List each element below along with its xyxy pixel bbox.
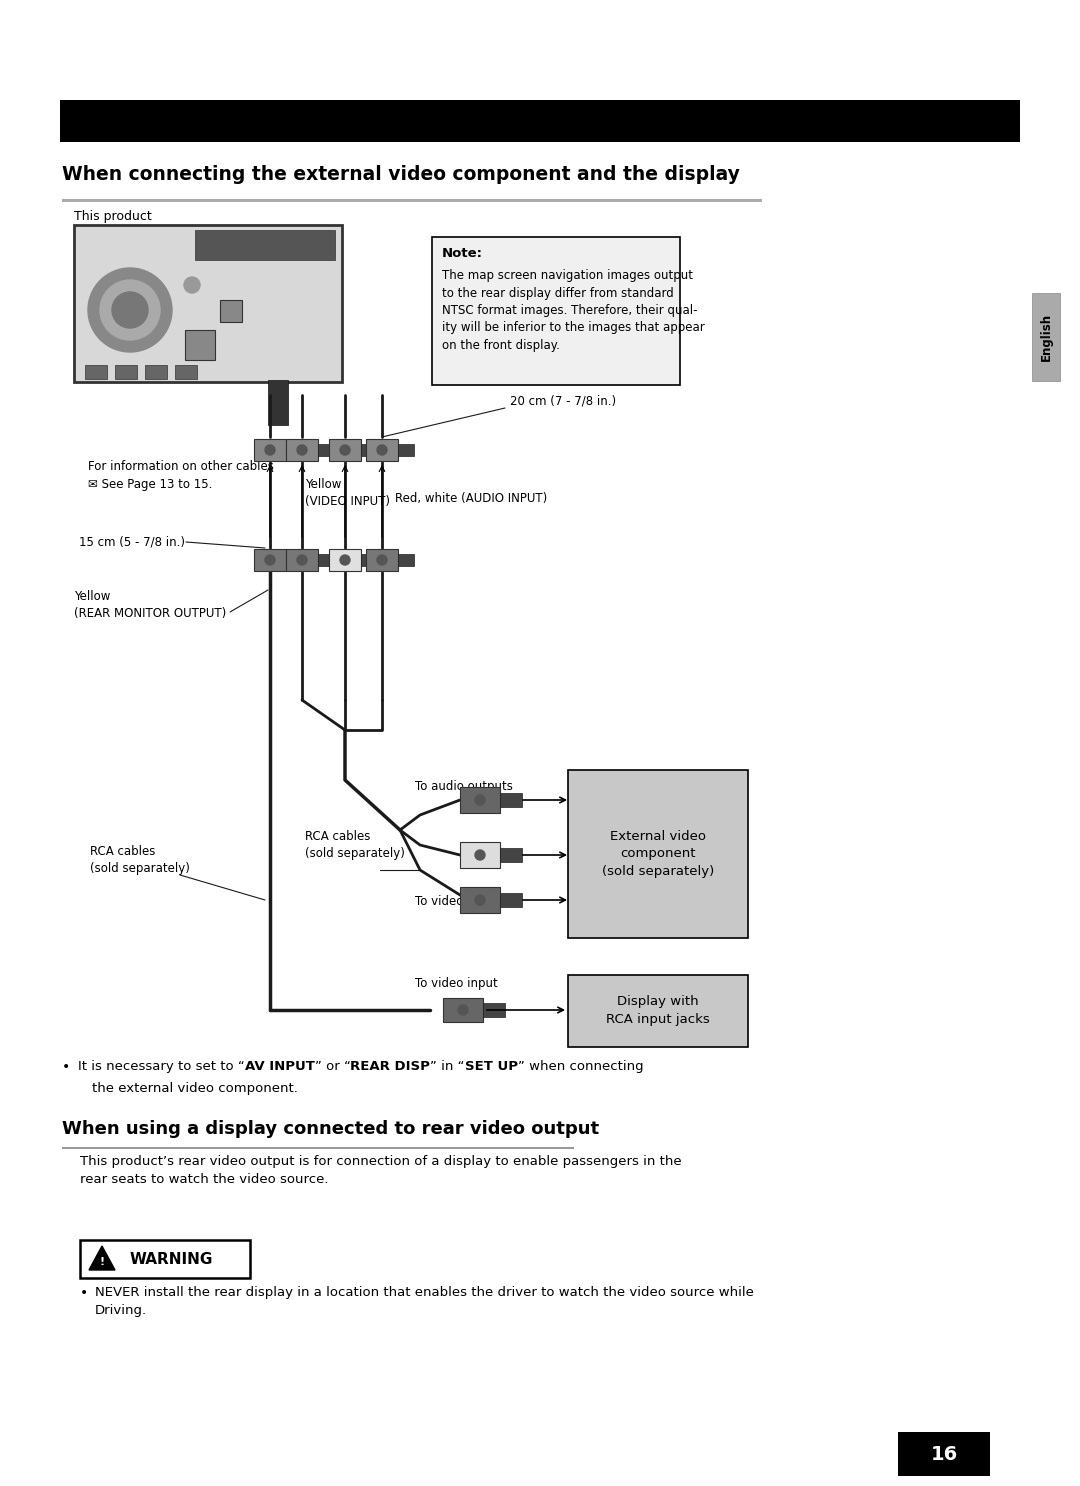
Bar: [62, 1147, 573, 1149]
Text: Yellow
(VIDEO INPUT): Yellow (VIDEO INPUT): [305, 478, 390, 508]
Text: This product’s rear video output is for connection of a display to enable passen: This product’s rear video output is for …: [80, 1155, 681, 1186]
Text: the external video component.: the external video component.: [92, 1082, 298, 1095]
Bar: [399, 444, 414, 456]
Circle shape: [265, 554, 275, 565]
Bar: [500, 794, 522, 807]
Circle shape: [297, 444, 307, 455]
Bar: [85, 366, 107, 379]
Text: RCA cables
(sold separately): RCA cables (sold separately): [305, 831, 405, 860]
Bar: [483, 1003, 505, 1016]
Bar: [443, 999, 483, 1022]
Circle shape: [475, 895, 485, 905]
Bar: [361, 554, 377, 566]
Circle shape: [265, 444, 275, 455]
Bar: [286, 548, 318, 571]
Bar: [220, 300, 242, 322]
Text: For information on other cables: For information on other cables: [87, 461, 274, 473]
Bar: [366, 548, 399, 571]
Text: SET UP: SET UP: [464, 1060, 518, 1073]
Text: It is necessary to set to “: It is necessary to set to “: [78, 1060, 245, 1073]
Text: ” or “: ” or “: [314, 1060, 351, 1073]
Text: RCA cables
(sold separately): RCA cables (sold separately): [90, 846, 190, 875]
Polygon shape: [89, 1245, 114, 1271]
Bar: [500, 893, 522, 906]
Bar: [361, 444, 377, 456]
Bar: [286, 554, 302, 566]
Bar: [286, 438, 318, 461]
Bar: [329, 548, 361, 571]
Bar: [500, 849, 522, 862]
Text: ” when connecting: ” when connecting: [518, 1060, 644, 1073]
Circle shape: [100, 279, 160, 340]
Text: Display with
RCA input jacks: Display with RCA input jacks: [606, 996, 710, 1027]
Bar: [286, 444, 302, 456]
Bar: [195, 230, 335, 260]
Bar: [460, 887, 500, 912]
Circle shape: [377, 554, 387, 565]
Bar: [399, 554, 414, 566]
Circle shape: [475, 795, 485, 805]
Circle shape: [377, 444, 387, 455]
Bar: [75, 224, 342, 382]
Bar: [80, 1239, 249, 1278]
Circle shape: [340, 554, 350, 565]
Text: To video output: To video output: [415, 895, 507, 908]
Bar: [366, 438, 399, 461]
Bar: [60, 100, 1020, 143]
Bar: [1032, 293, 1059, 380]
Bar: [268, 380, 288, 425]
Text: ” in “: ” in “: [430, 1060, 464, 1073]
Text: The map screen navigation images output
to the rear display differ from standard: The map screen navigation images output …: [442, 269, 705, 352]
Text: Yellow
(REAR MONITOR OUTPUT): Yellow (REAR MONITOR OUTPUT): [75, 590, 226, 620]
Bar: [114, 366, 137, 379]
Bar: [329, 438, 361, 461]
Text: !: !: [99, 1257, 105, 1268]
Bar: [254, 548, 286, 571]
Bar: [897, 1433, 990, 1476]
Bar: [318, 554, 334, 566]
Text: •: •: [80, 1285, 89, 1300]
Text: 15 cm (5 - 7/8 in.): 15 cm (5 - 7/8 in.): [79, 535, 185, 548]
Bar: [318, 444, 334, 456]
Text: When using a display connected to rear video output: When using a display connected to rear v…: [62, 1120, 599, 1138]
Text: External video
component
(sold separately): External video component (sold separatel…: [602, 829, 714, 878]
Bar: [460, 843, 500, 868]
Bar: [568, 770, 748, 938]
Text: ✉ See Page 13 to 15.: ✉ See Page 13 to 15.: [87, 478, 213, 490]
Text: NEVER install the rear display in a location that enables the driver to watch th: NEVER install the rear display in a loca…: [95, 1285, 754, 1317]
Circle shape: [475, 850, 485, 860]
Text: To audio outputs: To audio outputs: [415, 780, 513, 794]
Text: To video input: To video input: [415, 976, 498, 990]
Text: When connecting the external video component and the display: When connecting the external video compo…: [62, 165, 740, 184]
Bar: [145, 366, 167, 379]
Text: This product: This product: [75, 210, 152, 223]
Text: Note:: Note:: [442, 247, 483, 260]
Circle shape: [458, 1005, 468, 1015]
Bar: [175, 366, 197, 379]
Text: Red, white (AUDIO INPUT): Red, white (AUDIO INPUT): [395, 492, 548, 505]
Text: REAR DISP: REAR DISP: [351, 1060, 430, 1073]
Circle shape: [297, 554, 307, 565]
Circle shape: [340, 444, 350, 455]
Bar: [185, 330, 215, 360]
Bar: [460, 788, 500, 813]
Text: 20 cm (7 - 7/8 in.): 20 cm (7 - 7/8 in.): [510, 394, 616, 407]
Circle shape: [87, 267, 172, 352]
Bar: [432, 236, 680, 385]
Circle shape: [184, 276, 200, 293]
Text: English: English: [1039, 314, 1053, 361]
Text: 16: 16: [930, 1444, 958, 1464]
Text: •: •: [62, 1060, 70, 1074]
Text: WARNING: WARNING: [130, 1251, 214, 1266]
Text: AV INPUT: AV INPUT: [245, 1060, 314, 1073]
Bar: [254, 438, 286, 461]
Circle shape: [112, 293, 148, 328]
Bar: [62, 199, 762, 202]
Bar: [568, 975, 748, 1048]
